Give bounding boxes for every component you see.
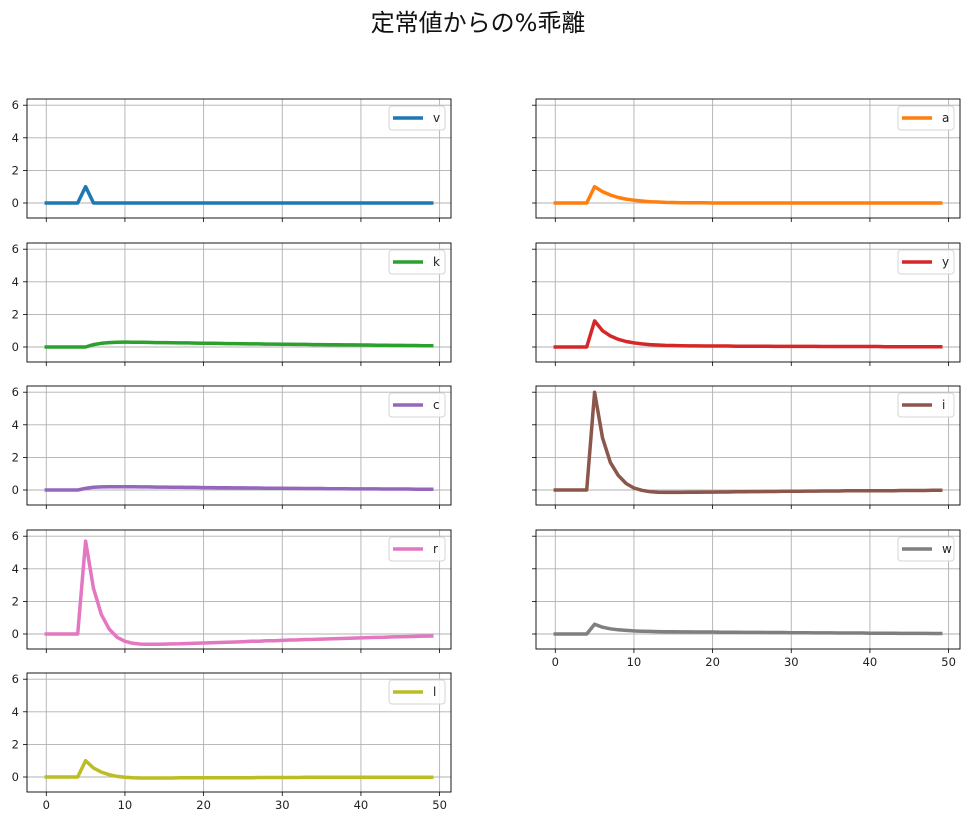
y-tick-label: 2 — [12, 737, 19, 751]
subplot-r: 0 2 4 6 r — [12, 529, 452, 653]
series-line-a — [553, 184, 943, 205]
y-tick-label: 2 — [12, 307, 19, 321]
figure-title: 定常値からの%乖離 — [371, 9, 586, 37]
subplot-l: 0 10 20 30 40 50 0 2 4 6 l — [12, 672, 452, 812]
legend-v: v — [388, 105, 446, 131]
axes-frame — [26, 98, 452, 219]
y-tick-label: 6 — [12, 98, 19, 112]
axes-frame — [535, 529, 961, 650]
legend-label: i — [942, 398, 945, 412]
y-tick-label: 4 — [12, 705, 19, 719]
y-tick-label: 4 — [12, 562, 19, 576]
axes-frame — [535, 98, 961, 219]
subplot-k: 0 2 4 6 k — [12, 242, 452, 366]
series-line-v — [44, 184, 434, 205]
legend-r: r — [388, 536, 446, 562]
y-tick-label: 0 — [12, 483, 19, 497]
x-tick-label: 30 — [275, 798, 290, 812]
x-tick-label: 0 — [43, 798, 50, 812]
legend-label: y — [942, 255, 949, 269]
x-tick-label: 40 — [863, 655, 878, 669]
legend-label: v — [433, 111, 440, 125]
legend-label: w — [942, 542, 952, 556]
subplot-w: 0 10 20 30 40 50 w — [532, 529, 961, 669]
legend-y: y — [897, 249, 955, 275]
legend-label: l — [433, 685, 436, 699]
legend-l: l — [388, 679, 446, 705]
series-line-k — [44, 340, 434, 349]
series-line-r — [44, 539, 434, 647]
legend-label: k — [433, 255, 440, 269]
series-line-i — [553, 390, 943, 495]
y-tick-label: 6 — [12, 385, 19, 399]
legend-c: c — [388, 392, 446, 418]
legend-k: k — [388, 249, 446, 275]
y-tick-label: 0 — [12, 340, 19, 354]
x-tick-label: 20 — [196, 798, 211, 812]
axes-frame — [535, 385, 961, 506]
y-tick-label: 0 — [12, 627, 19, 641]
legend-i: i — [897, 392, 955, 418]
axes-frame — [26, 385, 452, 506]
y-tick-label: 6 — [12, 672, 19, 686]
legend-w: w — [897, 536, 955, 562]
subplot-c: 0 2 4 6 c — [12, 385, 452, 509]
x-tick-label: 50 — [941, 655, 956, 669]
series-line-l — [44, 758, 434, 780]
x-tick-label: 0 — [552, 655, 559, 669]
legend-label: c — [433, 398, 440, 412]
subplot-i: i — [532, 385, 961, 509]
y-tick-label: 6 — [12, 529, 19, 543]
subplot-y: y — [532, 242, 961, 366]
axes-frame — [535, 242, 961, 363]
y-tick-label: 2 — [12, 450, 19, 464]
axes-frame — [26, 672, 452, 793]
axes-frame — [26, 529, 452, 650]
y-tick-label: 2 — [12, 163, 19, 177]
series-line-w — [553, 622, 943, 636]
y-tick-label: 4 — [12, 418, 19, 432]
y-tick-label: 4 — [12, 131, 19, 145]
axes-frame — [26, 242, 452, 363]
y-tick-label: 6 — [12, 242, 19, 256]
y-tick-label: 0 — [12, 196, 19, 210]
legend-label: a — [942, 111, 949, 125]
series-line-y — [553, 319, 943, 349]
subplot-v: 0 2 4 6 v — [12, 98, 452, 222]
x-tick-label: 30 — [784, 655, 799, 669]
x-tick-label: 50 — [432, 798, 447, 812]
y-tick-label: 0 — [12, 770, 19, 784]
x-tick-label: 10 — [118, 798, 133, 812]
x-tick-label: 20 — [705, 655, 720, 669]
y-tick-label: 2 — [12, 594, 19, 608]
legend-a: a — [897, 105, 955, 131]
y-tick-label: 4 — [12, 275, 19, 289]
x-tick-label: 10 — [627, 655, 642, 669]
x-tick-label: 40 — [354, 798, 369, 812]
legend-label: r — [433, 542, 438, 556]
series-line-c — [44, 484, 434, 492]
subplot-a: a — [532, 98, 961, 222]
